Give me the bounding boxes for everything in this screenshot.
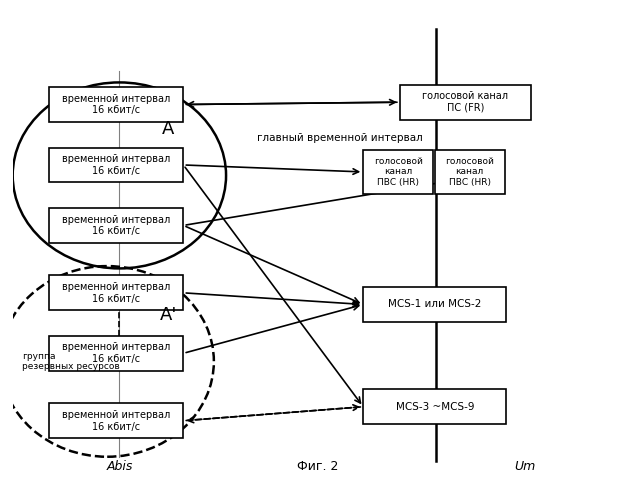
Text: главный временной интервал: главный временной интервал: [257, 133, 422, 143]
Text: временной интервал
16 кбит/с: временной интервал 16 кбит/с: [62, 342, 170, 364]
Text: MCS-1 или MCS-2: MCS-1 или MCS-2: [388, 300, 481, 310]
FancyBboxPatch shape: [363, 287, 507, 322]
FancyBboxPatch shape: [363, 150, 433, 194]
Text: голосовой
канал
ПВС (HR): голосовой канал ПВС (HR): [374, 157, 423, 187]
Text: Abis: Abis: [106, 460, 133, 473]
Text: группа
резервных ресурсов: группа резервных ресурсов: [22, 352, 119, 371]
Text: голосовой
канал
ПВС (HR): голосовой канал ПВС (HR): [445, 157, 494, 187]
Text: A: A: [162, 120, 175, 138]
FancyBboxPatch shape: [363, 390, 507, 424]
Text: A': A': [159, 306, 177, 324]
FancyBboxPatch shape: [50, 87, 184, 122]
Text: временной интервал
16 кбит/с: временной интервал 16 кбит/с: [62, 410, 170, 432]
Text: Um: Um: [514, 460, 535, 473]
Text: Фиг. 2: Фиг. 2: [297, 460, 338, 473]
FancyBboxPatch shape: [50, 208, 184, 243]
FancyBboxPatch shape: [50, 404, 184, 438]
FancyBboxPatch shape: [50, 276, 184, 310]
Text: MCS-3 ~MCS-9: MCS-3 ~MCS-9: [396, 402, 474, 412]
Text: временной интервал
16 кбит/с: временной интервал 16 кбит/с: [62, 282, 170, 304]
FancyBboxPatch shape: [50, 336, 184, 370]
FancyBboxPatch shape: [434, 150, 505, 194]
Text: временной интервал
16 кбит/с: временной интервал 16 кбит/с: [62, 154, 170, 176]
Text: временной интервал
16 кбит/с: временной интервал 16 кбит/с: [62, 214, 170, 236]
FancyBboxPatch shape: [400, 84, 531, 120]
Text: временной интервал
16 кбит/с: временной интервал 16 кбит/с: [62, 94, 170, 116]
FancyBboxPatch shape: [50, 148, 184, 182]
Text: голосовой канал
ПС (FR): голосовой канал ПС (FR): [422, 92, 509, 113]
